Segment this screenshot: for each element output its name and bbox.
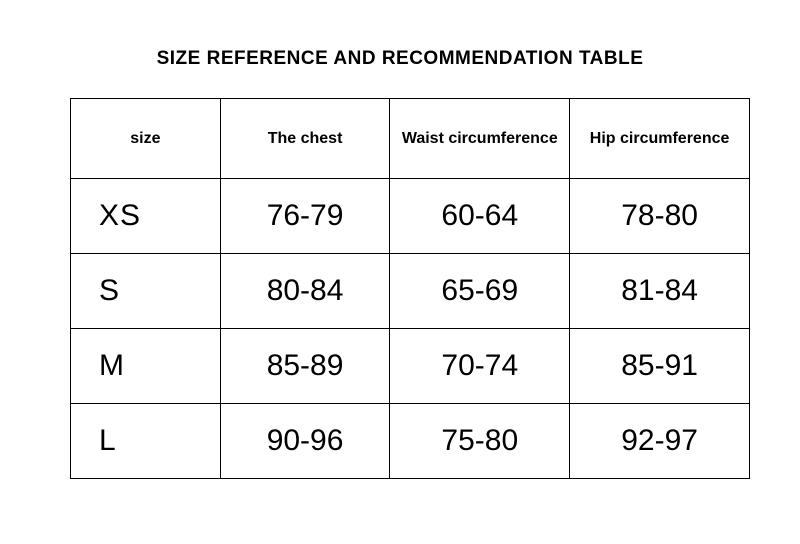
table-row: XS 76-79 60-64 78-80 — [71, 179, 750, 254]
cell-chest: 76-79 — [220, 179, 390, 254]
size-table: size The chest Waist circumference Hip c… — [70, 98, 750, 479]
cell-chest: 90-96 — [220, 404, 390, 479]
table-header-row: size The chest Waist circumference Hip c… — [71, 99, 750, 179]
cell-chest: 80-84 — [220, 254, 390, 329]
page-title: SIZE REFERENCE AND RECOMMENDATION TABLE — [0, 0, 800, 98]
size-table-container: size The chest Waist circumference Hip c… — [0, 98, 800, 479]
cell-size: S — [71, 254, 221, 329]
cell-size: XS — [71, 179, 221, 254]
cell-waist: 75-80 — [390, 404, 570, 479]
cell-chest: 85-89 — [220, 329, 390, 404]
cell-hip: 78-80 — [570, 179, 750, 254]
cell-size: L — [71, 404, 221, 479]
table-row: M 85-89 70-74 85-91 — [71, 329, 750, 404]
cell-hip: 92-97 — [570, 404, 750, 479]
cell-hip: 81-84 — [570, 254, 750, 329]
table-row: S 80-84 65-69 81-84 — [71, 254, 750, 329]
col-header-chest: The chest — [220, 99, 390, 179]
cell-size: M — [71, 329, 221, 404]
col-header-waist: Waist circumference — [390, 99, 570, 179]
cell-waist: 60-64 — [390, 179, 570, 254]
cell-waist: 70-74 — [390, 329, 570, 404]
col-header-size: size — [71, 99, 221, 179]
col-header-hip: Hip circumference — [570, 99, 750, 179]
table-row: L 90-96 75-80 92-97 — [71, 404, 750, 479]
cell-hip: 85-91 — [570, 329, 750, 404]
cell-waist: 65-69 — [390, 254, 570, 329]
